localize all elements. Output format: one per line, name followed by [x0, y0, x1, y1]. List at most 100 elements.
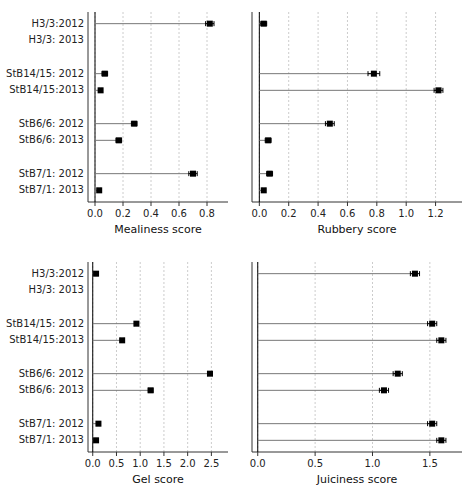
stem — [259, 90, 438, 91]
x-tick — [123, 202, 124, 206]
marker — [429, 321, 435, 327]
error-bar — [393, 371, 402, 376]
marker — [438, 337, 444, 343]
grid-line — [347, 12, 348, 202]
marks — [93, 271, 213, 444]
x-tick-label: 1.2 — [428, 208, 444, 219]
grid-line — [116, 262, 117, 452]
grid-line — [435, 12, 436, 202]
category-label: StB14/15:2013 — [9, 334, 84, 345]
marker — [96, 187, 102, 193]
x-tick — [257, 452, 258, 456]
x-tick-label: 0.6 — [340, 208, 356, 219]
grid-line — [406, 12, 407, 202]
x-tick — [179, 202, 180, 206]
x-tick — [435, 202, 436, 206]
error-bar — [261, 21, 267, 26]
grid-line — [140, 262, 141, 452]
grid-line — [211, 262, 212, 452]
x-tick — [259, 202, 260, 206]
stem — [95, 123, 134, 124]
stem — [258, 390, 384, 391]
marker — [207, 371, 213, 377]
stem — [259, 123, 329, 124]
x-tick — [95, 202, 96, 206]
marker — [102, 71, 108, 77]
error-bar — [437, 338, 446, 343]
y-axis — [252, 12, 253, 202]
marker — [207, 21, 213, 27]
error-bar — [208, 371, 213, 376]
marker — [261, 21, 267, 27]
stem — [95, 173, 193, 174]
error-bar — [437, 438, 446, 443]
category-label: StB14/15: 2012 — [6, 318, 84, 329]
stem — [258, 323, 432, 324]
grid-line — [288, 12, 289, 202]
grid-line — [187, 262, 188, 452]
marker — [93, 437, 99, 443]
x-tick-label: 0.6 — [171, 208, 187, 219]
error-bar — [148, 388, 153, 393]
marker — [327, 121, 333, 127]
error-bar — [206, 21, 214, 26]
category-label: StB7/1: 2012 — [19, 168, 84, 179]
panel: 0.00.51.01.52.02.5Gel scoreH3/3:2012H3/3… — [6, 262, 228, 486]
y-axis — [252, 262, 253, 452]
x-tick — [187, 452, 188, 456]
category-label: StB6/6: 2012 — [19, 368, 84, 379]
x-axis-label: Gel score — [132, 473, 184, 486]
stem — [93, 373, 210, 374]
error-bar — [410, 271, 419, 276]
x-tick — [376, 202, 377, 206]
marks — [258, 271, 446, 444]
x-tick-label: 0.2 — [115, 208, 131, 219]
marker — [116, 137, 122, 143]
category-label: StB6/6: 2013 — [19, 134, 84, 145]
x-tick-label: 2.5 — [203, 458, 219, 469]
stem — [259, 73, 374, 74]
x-axis-label: Rubbery score — [318, 223, 397, 236]
error-bar — [368, 71, 380, 76]
marker — [265, 137, 271, 143]
marker — [98, 87, 104, 93]
x-tick — [406, 202, 407, 206]
category-label: StB6/6: 2012 — [19, 118, 84, 129]
error-bar — [379, 388, 388, 393]
stem — [93, 390, 151, 391]
x-tick-label: 0.8 — [199, 208, 215, 219]
error-bar — [102, 71, 108, 76]
x-tick-label: 1.0 — [398, 208, 414, 219]
x-axis-label: Juiciness score — [316, 473, 398, 486]
panel: 0.00.51.01.5Juiciness score — [250, 262, 462, 486]
category-label: H3/3:2012 — [32, 18, 84, 29]
marks — [259, 21, 443, 194]
stem — [258, 423, 432, 424]
panel: 0.00.20.40.60.81.01.2Rubbery score — [251, 12, 462, 236]
marker — [381, 387, 387, 393]
marker — [261, 187, 267, 193]
category-label: StB14/15: 2012 — [6, 68, 84, 79]
x-tick-label: 0.5 — [307, 458, 323, 469]
stem — [95, 23, 210, 24]
x-tick — [92, 452, 93, 456]
marker — [395, 371, 401, 377]
x-tick — [211, 452, 212, 456]
category-label: H3/3: 2013 — [28, 34, 84, 45]
stem — [93, 340, 122, 341]
marker — [119, 337, 125, 343]
error-bar — [267, 171, 273, 176]
error-bar — [325, 121, 334, 126]
marker — [131, 121, 137, 127]
x-tick — [372, 452, 373, 456]
grid-line — [163, 262, 164, 452]
x-tick-label: 0.0 — [85, 458, 101, 469]
category-label: StB14/15:2013 — [9, 84, 84, 95]
stem — [258, 440, 442, 441]
error-bar — [428, 421, 437, 426]
figure: 0.00.20.40.60.8Mealiness scoreH3/3:2012H… — [0, 0, 476, 500]
marker — [190, 171, 196, 177]
marker — [438, 437, 444, 443]
grid-line — [376, 12, 377, 202]
x-tick — [116, 452, 117, 456]
